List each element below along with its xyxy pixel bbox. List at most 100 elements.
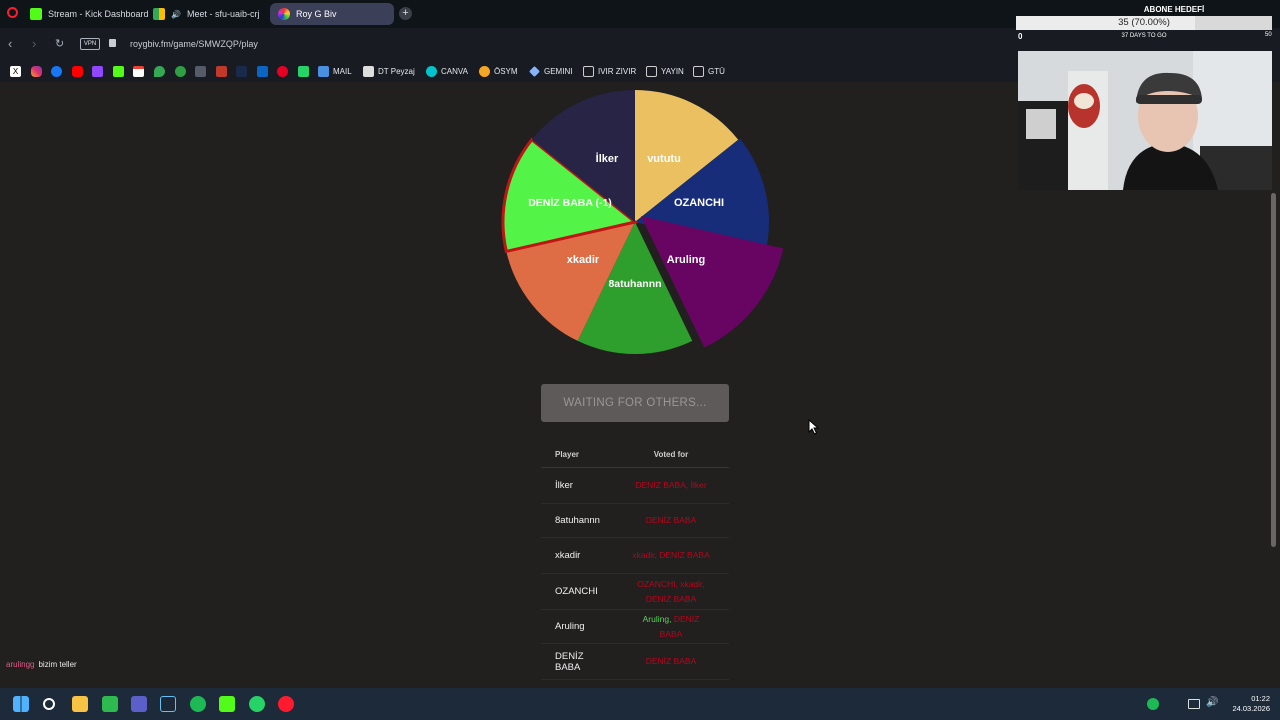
reload-icon[interactable]: ↻ <box>55 38 65 50</box>
back-icon[interactable]: ‹ <box>8 36 13 51</box>
gmail-icon[interactable] <box>133 66 144 77</box>
youtube-icon[interactable] <box>72 66 83 77</box>
speaker-icon: 🔊 <box>171 9 181 19</box>
folder-icon <box>646 66 657 77</box>
voted-for-cell: OZANCHI, xkadir, DENİZ BABA <box>631 577 711 607</box>
bookmark-label: DT Peyzaj <box>378 67 415 76</box>
windows-taskbar <box>0 688 1280 720</box>
link-icon[interactable] <box>195 66 206 77</box>
tab-meet[interactable]: 🔊 Meet - sfu-uaib-crj <box>145 3 268 25</box>
opera-icon[interactable] <box>278 696 294 712</box>
whatsapp-icon[interactable] <box>298 66 309 77</box>
player-name: DENİZ BABA <box>555 650 584 673</box>
vote-table-row: İlker DENİZ BABA, İlker <box>541 468 729 504</box>
waiting-for-others-button[interactable]: WAITING FOR OTHERS... <box>541 384 729 422</box>
goal-max: 50 <box>1265 32 1272 38</box>
vote-table-row: 8atuhannn DENİZ BABA <box>541 504 729 538</box>
meet-icon <box>153 8 165 20</box>
pie-slice[interactable] <box>577 222 693 354</box>
windows-start-icon[interactable] <box>13 696 29 712</box>
spotify-tray-icon[interactable] <box>1147 698 1159 710</box>
bookmark-label: YAYIN <box>661 67 684 76</box>
pinterest-icon[interactable] <box>277 66 288 77</box>
wrong-vote: OZANCHI, xkadir, DENİZ BABA <box>637 578 705 604</box>
maps-icon[interactable] <box>154 66 165 77</box>
pie-slice[interactable] <box>531 90 635 222</box>
color-pie-wheel: vututu OZANCHI Aruling 8atuhannn xkadir DENİZ… <box>501 90 784 354</box>
network-icon[interactable] <box>1188 699 1200 709</box>
player-name: 8atuhannn <box>555 515 600 526</box>
linkedin-icon[interactable] <box>257 66 268 77</box>
pie-slice-label: DENİZ BABA (-1) <box>528 196 612 209</box>
search-icon[interactable] <box>43 698 55 710</box>
spotify-icon[interactable] <box>190 696 206 712</box>
vpn-badge[interactable]: VPN <box>80 38 100 50</box>
wrong-vote: xkadir, DENİZ BABA <box>632 550 710 560</box>
clock-time: 01:22 <box>1251 694 1270 703</box>
player-name: Aruling <box>555 621 585 632</box>
kick-icon <box>30 8 42 20</box>
dollar-icon[interactable] <box>175 66 186 77</box>
kick-icon[interactable] <box>113 66 124 77</box>
tab-label: Meet - sfu-uaib-crj <box>186 9 260 19</box>
vote-table-body: İlker DENİZ BABA, İlker 8atuhannn DENİZ BAB… <box>541 468 729 680</box>
file-explorer-icon[interactable] <box>72 696 88 712</box>
tab-label: Roy G Biv <box>296 9 337 19</box>
page-scrollbar[interactable] <box>1271 193 1276 547</box>
vote-table-row: Aruling Aruling, DENİZ BABA <box>541 610 729 644</box>
wrong-vote: DENİZ BABA <box>659 613 700 639</box>
wrong-vote: DENİZ BABA <box>645 515 697 525</box>
browser-tab-strip: Stream - Kick Dashboard 🔊 Meet - sfu-uai… <box>0 0 1280 28</box>
twitch-icon[interactable] <box>92 66 103 77</box>
system-clock[interactable]: 01:22 24.03.2026 <box>1226 694 1270 714</box>
pie-slice[interactable] <box>506 222 635 341</box>
bookmark-mail[interactable]: MAIL <box>318 66 352 77</box>
pie-slice[interactable] <box>641 216 784 348</box>
bookmark-ivir-zivir[interactable]: IVIR ZIVIR <box>583 66 636 77</box>
clock-date: 24.03.2026 <box>1232 704 1270 713</box>
kick-icon[interactable] <box>219 696 235 712</box>
facebook-icon[interactable] <box>51 66 62 77</box>
osym-icon <box>479 66 490 77</box>
chat-message: arulingg bizim teller <box>6 660 77 669</box>
forward-icon[interactable]: › <box>32 36 37 51</box>
bookmark-yayin[interactable]: YAYIN <box>646 66 684 77</box>
folder-icon <box>583 66 594 77</box>
vote-table-row: xkadir xkadir, DENİZ BABA <box>541 538 729 574</box>
voted-for-cell: Aruling, DENİZ BABA <box>631 612 711 642</box>
bookmark-icon[interactable] <box>216 66 227 77</box>
pie-slice[interactable] <box>501 137 639 254</box>
mouse-cursor-icon <box>808 419 820 435</box>
pie-slice[interactable] <box>635 90 739 222</box>
bookmark-dt-peyzaj[interactable]: DT Peyzaj <box>363 66 415 77</box>
folder-icon <box>693 66 704 77</box>
opera-logo-icon[interactable] <box>7 7 18 18</box>
xbox-icon[interactable] <box>102 696 118 712</box>
pie-slice-label: OZANCHI <box>674 197 724 209</box>
bookmark-osym[interactable]: ÖSYM <box>479 66 518 77</box>
teams-icon[interactable] <box>131 696 147 712</box>
bookmark-label: MAIL <box>333 67 352 76</box>
bookmark-icon[interactable] <box>236 66 247 77</box>
pie-slice-label: İlker <box>596 152 619 165</box>
tab-kick-dashboard[interactable]: Stream - Kick Dashboard <box>22 3 157 25</box>
streamer-webcam-image <box>1018 51 1272 190</box>
new-tab-button[interactable]: + <box>399 7 412 20</box>
goal-value: 35 (70.00%) <box>1118 17 1170 28</box>
url-input[interactable]: roygbiv.fm/game/SMWZQP/play <box>130 39 258 49</box>
bookmark-label: GEMINI <box>544 67 573 76</box>
x-icon[interactable]: X <box>10 66 21 77</box>
bookmark-canva[interactable]: CANVA <box>426 66 468 77</box>
wrong-vote: DENİZ BABA, İlker <box>635 480 707 490</box>
instagram-icon[interactable] <box>31 66 42 77</box>
goal-progress-bar <box>1016 16 1272 30</box>
canva-icon <box>426 66 437 77</box>
volume-icon[interactable]: 🔊 <box>1206 697 1219 708</box>
steam-icon[interactable] <box>160 696 176 712</box>
whatsapp-icon[interactable] <box>249 696 265 712</box>
bookmark-gtu[interactable]: GTÜ <box>693 66 725 77</box>
tab-roy-g-biv[interactable]: Roy G Biv <box>270 3 394 25</box>
bookmark-gemini[interactable]: GEMINI <box>529 66 572 77</box>
bookmark-label: CANVA <box>441 67 468 76</box>
voted-for-cell: DENİZ BABA <box>631 513 711 528</box>
